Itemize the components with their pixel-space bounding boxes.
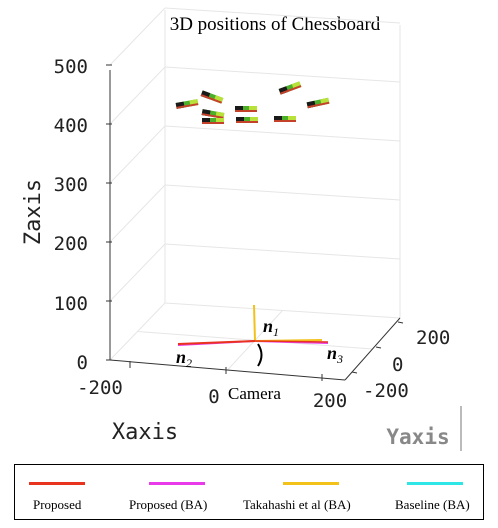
- x-tick-labels: -200 0 200: [77, 377, 347, 412]
- chessboard-marker: [175, 99, 199, 109]
- x-tick-label: 200: [313, 390, 347, 412]
- grid-line: [109, 243, 166, 302]
- z-tick-label: 0: [77, 352, 88, 374]
- svg-text:n1: n1: [263, 316, 279, 339]
- legend-swatch: [283, 482, 339, 485]
- chessboard-marker: [235, 106, 257, 112]
- y-axis-label: Yaxis: [386, 425, 449, 449]
- y-tick: [397, 321, 404, 324]
- grid-line: [109, 66, 166, 125]
- normal-n2-line-alt: [177, 340, 256, 345]
- z-tick-labels: 0 100 200 300 400 500: [54, 56, 88, 374]
- chessboard-marker: [278, 81, 302, 95]
- legend-swatch: [149, 482, 205, 485]
- y-tick-label: 200: [416, 327, 450, 349]
- chart-title: 3D positions of Chessboard: [170, 14, 381, 35]
- chessboard-marker: [306, 97, 330, 109]
- z-axis-label: Zaxis: [21, 179, 46, 245]
- grid-line: [109, 125, 166, 184]
- camera-label: Camera: [228, 384, 281, 403]
- chessboard-markers: [175, 81, 330, 124]
- z-tick-label: 100: [54, 293, 88, 315]
- normal-label-n2: n2: [176, 347, 192, 370]
- svg-text:n2: n2: [176, 347, 192, 370]
- legend: Proposed Proposed (BA) Takahashi et al (…: [14, 464, 484, 520]
- z-tick-label: 300: [54, 174, 88, 196]
- x-axis-label: Xaxis: [112, 420, 178, 445]
- svg-text:n3: n3: [327, 343, 343, 366]
- z-tick-label: 500: [54, 56, 88, 78]
- legend-swatch: [29, 482, 85, 485]
- legend-label: Proposed (BA): [129, 497, 208, 512]
- chessboard-marker: [236, 117, 258, 123]
- legend-label: Baseline (BA): [395, 497, 470, 512]
- y-tick-label: 0: [392, 354, 403, 376]
- normal-label-n3: n3: [327, 343, 343, 366]
- y-tick: [351, 371, 358, 374]
- camera-rig: [177, 304, 329, 367]
- normal-n1-line: [253, 304, 256, 342]
- x-axis-line: [109, 359, 346, 381]
- axis-grid: [109, 7, 401, 371]
- y-tick-labels: 200 0 -200: [363, 327, 450, 402]
- chessboard-marker: [201, 109, 225, 119]
- z-tick-label: 200: [54, 233, 88, 255]
- chessboard-marker: [202, 118, 224, 124]
- normal-label-n1: n1: [263, 316, 279, 339]
- grid-line: [164, 184, 401, 201]
- grid-line: [109, 7, 166, 66]
- camera-pointer: [257, 343, 263, 367]
- grid-line: [164, 243, 401, 260]
- axes-lines: [106, 64, 404, 381]
- legend-label: Proposed: [33, 497, 82, 512]
- grid-line: [164, 66, 401, 83]
- x-tick-label: 0: [208, 386, 219, 408]
- y-tick: [375, 346, 382, 349]
- normal-n3-line-red: [254, 340, 329, 343]
- x-tick-label: -200: [77, 377, 123, 399]
- y-tick-label: -200: [363, 380, 409, 402]
- z-tick-label: 400: [54, 115, 88, 137]
- grid-line: [164, 7, 401, 24]
- legend-label: Takahashi et al (BA): [243, 497, 351, 512]
- y-axis-line: [344, 317, 401, 381]
- legend-swatch: [407, 482, 463, 485]
- grid-line: [164, 125, 401, 142]
- chessboard-marker: [200, 90, 224, 104]
- grid-line: [109, 184, 166, 243]
- chessboard-marker: [274, 116, 296, 122]
